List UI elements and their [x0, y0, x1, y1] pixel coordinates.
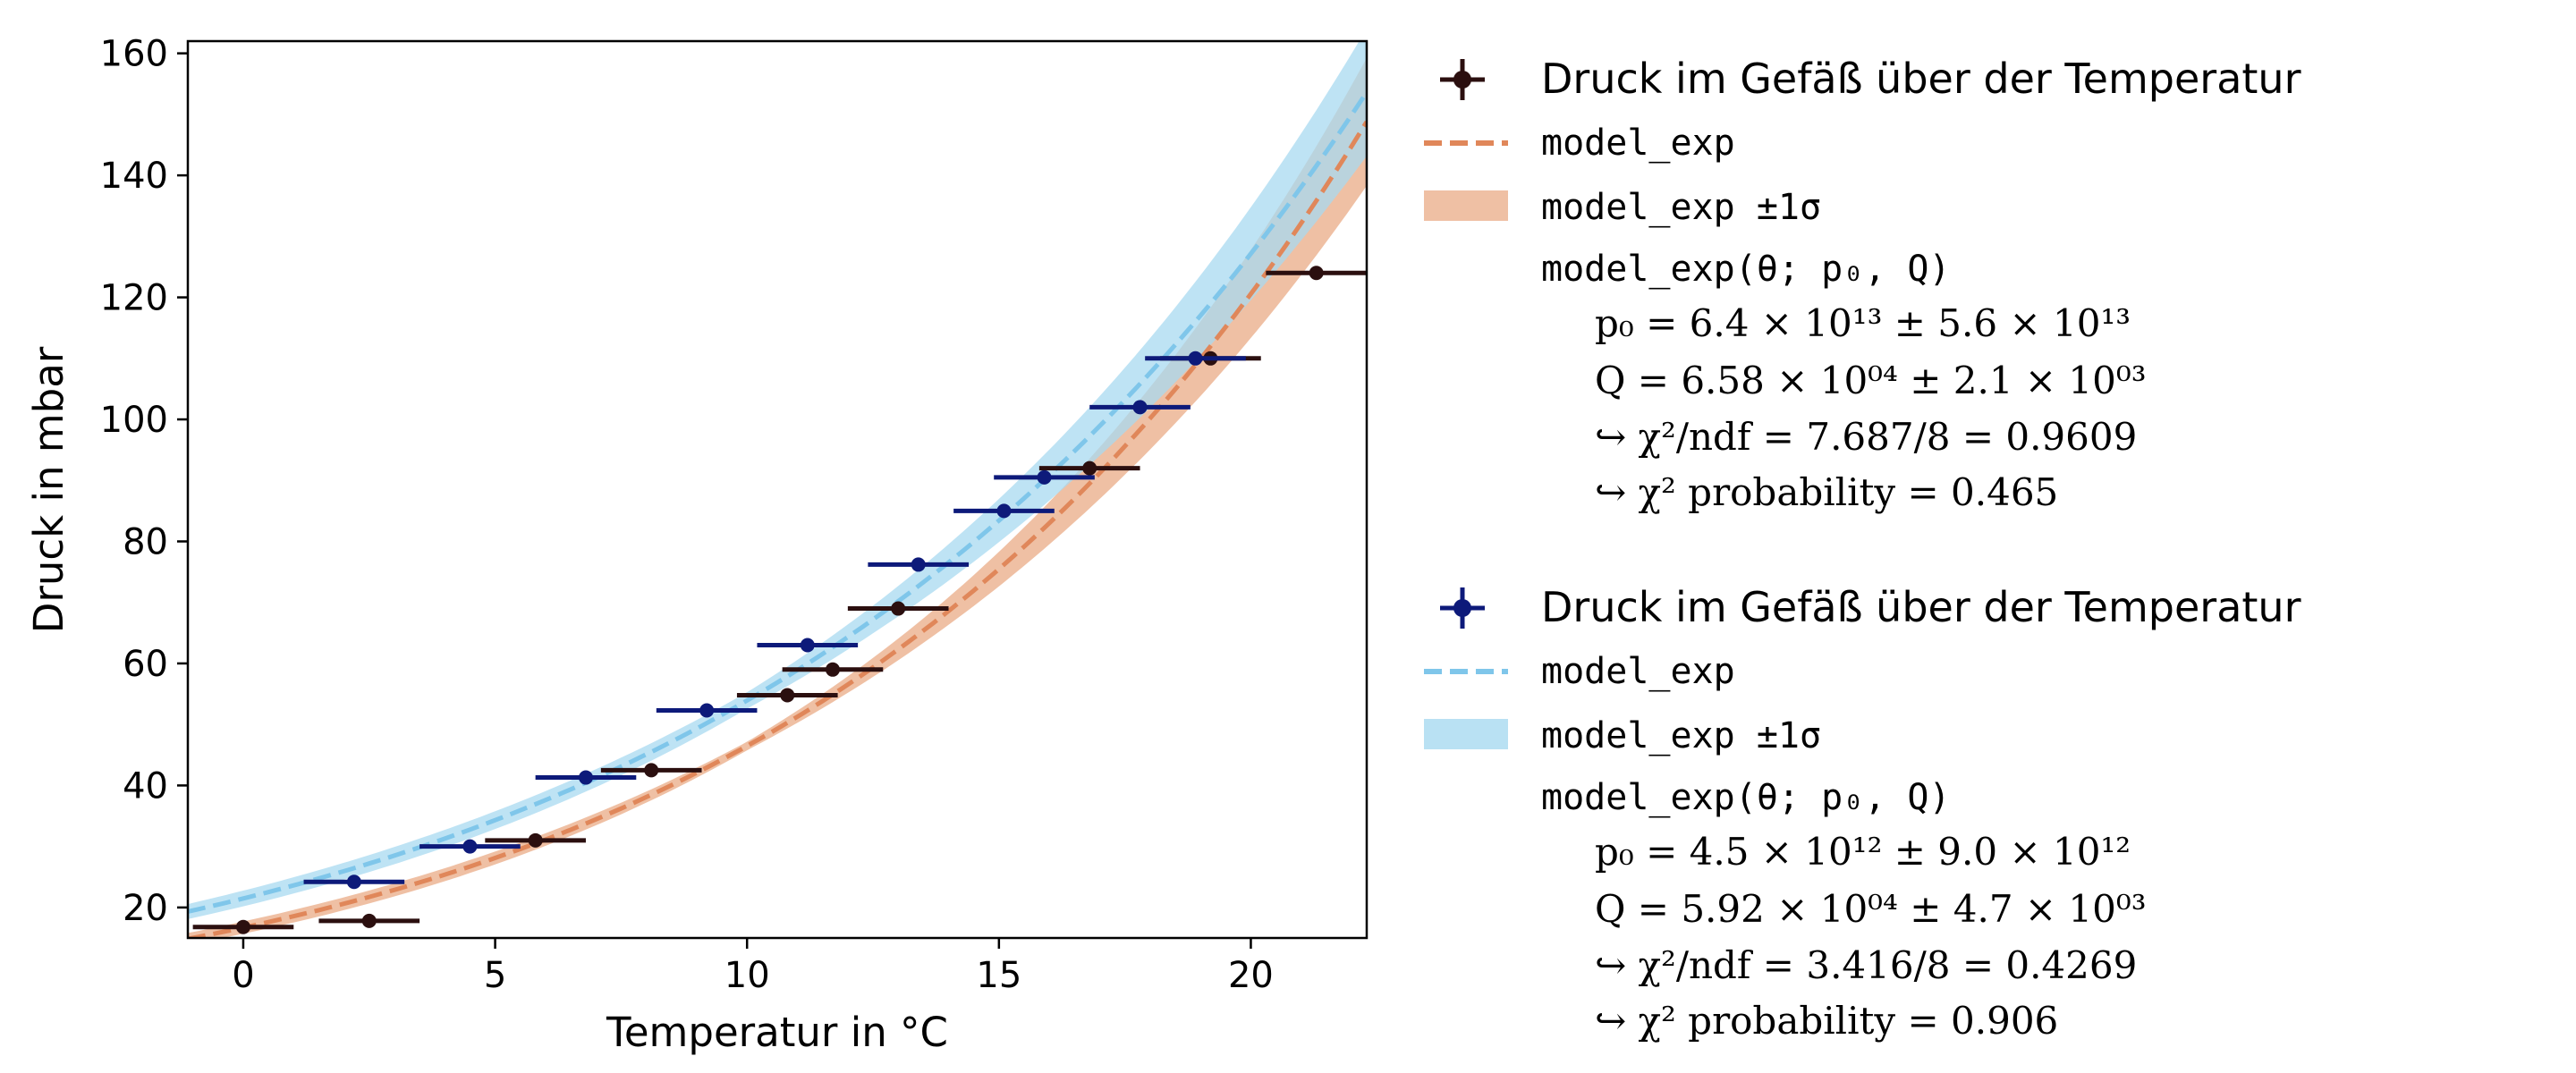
legend-band-swatch-1: [1424, 190, 1508, 221]
data-point-1: [528, 832, 543, 848]
x-tick-label: 15: [976, 955, 1021, 996]
legend-param-q-1: Q = 6.58 × 10⁰⁴ ± 2.1 × 10⁰³: [1595, 359, 2147, 402]
legend-entry-series-2: Druck im Gefäß über der Temperatur: [1440, 583, 2301, 631]
legend-param-prob-1: ↪ χ² probability = 0.465: [1595, 470, 2058, 514]
x-tick-label: 20: [1228, 955, 1274, 996]
y-axis: 20 40 60 80 100 120 140 160: [100, 34, 188, 929]
legend-series-name-2: Druck im Gefäß über der Temperatur: [1541, 583, 2301, 631]
legend-band-label-2: model_exp ±1σ: [1541, 715, 1821, 756]
legend-entry-model-1: model_exp: [1424, 123, 1735, 164]
y-tick-label: 40: [123, 765, 168, 807]
data-point-1: [1082, 460, 1097, 476]
data-point-1: [235, 919, 250, 934]
model-curves: [188, 90, 1367, 938]
legend-params-title-2: model_exp(θ; p₀, Q): [1541, 777, 1951, 818]
legend-params-title-1: model_exp(θ; p₀, Q): [1541, 249, 1951, 290]
y-tick-label: 140: [100, 156, 168, 197]
data-point-1: [825, 662, 840, 677]
data-point-2: [1132, 400, 1148, 415]
legend-band-label-1: model_exp ±1σ: [1541, 187, 1821, 228]
legend-param-chi2ndf-2: ↪ χ²/ndf = 3.416/8 = 0.4269: [1595, 943, 2137, 987]
x-tick-label: 0: [232, 955, 254, 996]
legend-param-chi2ndf-1: ↪ χ²/ndf = 7.687/8 = 0.9609: [1595, 415, 2137, 459]
y-tick-label: 120: [100, 278, 168, 319]
data-point-2: [1037, 469, 1052, 485]
y-tick-label: 60: [123, 644, 168, 685]
data-point-2: [578, 770, 593, 785]
y-tick-label: 20: [123, 888, 168, 929]
data-point-1: [891, 601, 906, 616]
model-curve-2: [188, 90, 1367, 914]
x-tick-label: 5: [484, 955, 506, 996]
legend-param-p0-2: p₀ = 4.5 × 10¹² ± 9.0 × 10¹²: [1595, 830, 2131, 874]
y-tick-label: 160: [100, 34, 168, 75]
legend-band-swatch-2: [1424, 719, 1508, 749]
legend-param-q-2: Q = 5.92 × 10⁰⁴ ± 4.7 × 10⁰³: [1595, 887, 2147, 931]
data-point-2: [800, 638, 815, 653]
data-points: [192, 266, 1367, 934]
legend-model-label-1: model_exp: [1541, 123, 1735, 164]
legend-param-prob-2: ↪ χ² probability = 0.906: [1595, 999, 2058, 1043]
legend-param-p0-1: p₀ = 6.4 × 10¹³ ± 5.6 × 10¹³: [1595, 301, 2131, 345]
legend-entry-band-1: model_exp ±1σ: [1424, 187, 1821, 228]
uncertainty-band-2: [188, 41, 1367, 919]
y-tick-label: 100: [100, 400, 168, 441]
x-axis-label: Temperatur in °C: [606, 1009, 948, 1056]
legend-series-name-1: Druck im Gefäß über der Temperatur: [1541, 55, 2301, 103]
legend: Druck im Gefäß über der Temperatur model…: [1424, 55, 2301, 1043]
legend-model-label-2: model_exp: [1541, 651, 1735, 692]
data-point-1: [361, 913, 377, 928]
y-axis-label: Druck in mbar: [25, 346, 72, 633]
data-point-1: [1309, 266, 1324, 281]
legend-marker-dot-1: [1453, 71, 1471, 89]
data-point-2: [462, 839, 478, 854]
model-curve-1: [188, 120, 1367, 938]
plot-frame: [186, 39, 1368, 940]
legend-marker-dot-2: [1453, 599, 1471, 617]
data-point-2: [911, 557, 926, 572]
data-point-1: [780, 688, 795, 703]
legend-entry-band-2: model_exp ±1σ: [1424, 715, 1821, 756]
legend-entry-series-1: Druck im Gefäß über der Temperatur: [1440, 55, 2301, 103]
legend-entry-model-2: model_exp: [1424, 651, 1735, 692]
data-point-2: [346, 874, 361, 890]
legend-params-1: model_exp(θ; p₀, Q) p₀ = 6.4 × 10¹³ ± 5.…: [1541, 249, 2147, 514]
legend-params-2: model_exp(θ; p₀, Q) p₀ = 4.5 × 10¹² ± 9.…: [1541, 777, 2147, 1043]
uncertainty-band-1: [188, 57, 1367, 938]
data-point-2: [1188, 351, 1203, 366]
x-tick-label: 10: [724, 955, 770, 996]
data-point-2: [699, 703, 715, 718]
data-point-2: [996, 503, 1012, 519]
x-axis: 0 5 10 15 20: [232, 938, 1274, 996]
plot-area: [188, 41, 1367, 938]
y-tick-label: 80: [123, 521, 168, 562]
data-point-1: [644, 763, 659, 778]
uncertainty-bands: [188, 41, 1367, 938]
